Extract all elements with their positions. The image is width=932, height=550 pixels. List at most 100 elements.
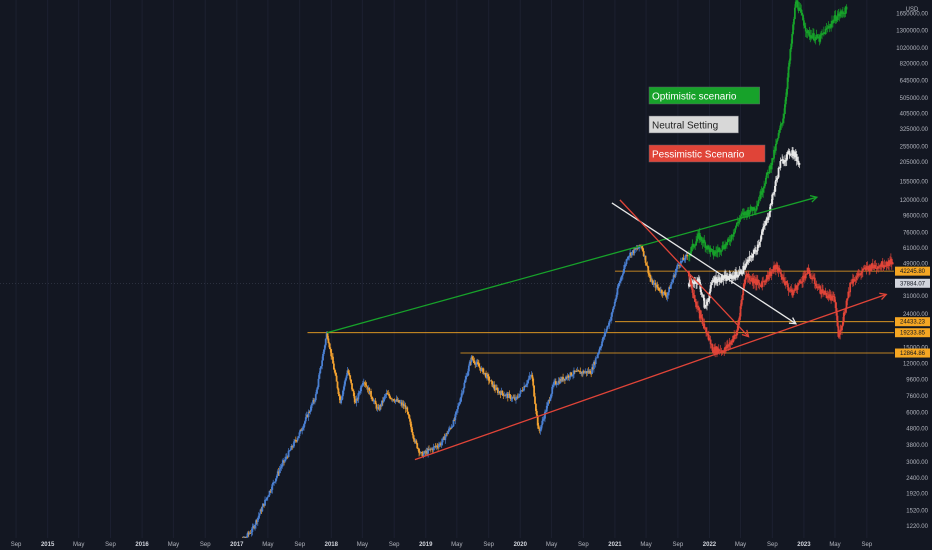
candle [736,325,739,331]
candle [771,270,774,272]
candle [715,251,717,253]
currency-label: USD [906,7,919,13]
candle [743,265,746,270]
candle [564,377,567,381]
candle [339,396,342,404]
candle [357,393,360,400]
candle [398,400,401,403]
candle [719,251,722,253]
candle [721,350,724,352]
candle [485,373,487,378]
candle [591,367,593,374]
candle [670,281,673,285]
candle [506,393,508,395]
red-downtrend-arrow-arrowhead [741,329,750,338]
candle [451,426,454,428]
candle [700,236,703,242]
candle [736,275,739,277]
candle [774,149,776,151]
candle [628,255,631,257]
candle [756,203,759,207]
candle [642,251,645,257]
candle [655,284,658,288]
candle [444,436,447,441]
candle [745,212,748,216]
candle [887,262,890,267]
candle [685,255,688,256]
candle [640,246,643,248]
candle [596,354,599,358]
candle [690,246,693,252]
candle [305,414,308,418]
legend-label: Optimistic scenario [652,92,737,103]
candle [723,248,726,250]
candle [830,296,833,300]
candle [730,235,733,241]
candle [276,471,279,476]
candle [372,400,375,402]
candle [725,347,727,349]
candle [781,277,784,280]
candle [832,296,835,297]
candle [366,386,369,390]
candle [616,287,619,295]
candle [790,43,793,50]
candle [615,294,618,299]
candle [515,396,518,398]
candle [697,278,700,280]
candle [829,26,832,28]
candle [469,361,472,363]
candle [866,266,869,268]
candle [284,456,287,460]
candle [652,283,655,285]
candle [476,362,478,364]
candle [812,277,814,279]
candle [745,274,747,280]
candle [863,267,866,269]
candle [765,275,768,282]
candle [712,279,715,282]
candle [822,293,825,295]
candle [244,537,247,539]
candle [719,281,722,283]
y-tick-label: 6000.00 [906,411,928,417]
candle [730,274,733,279]
candle [554,381,556,382]
candle [284,459,286,462]
candle [478,366,481,368]
candle [381,400,384,402]
candle [736,222,739,224]
x-axis[interactable]: Sep 2015 May Sep 2016 May Sep 2017 May Sep 2018 May… [0,538,932,550]
candle [466,375,468,377]
current-price-tag [895,278,930,288]
candle [716,278,719,283]
candle [328,343,331,348]
candle [731,340,734,343]
candle [364,383,367,386]
candle [567,375,570,378]
candle [700,292,703,295]
candle [323,349,325,355]
candle [768,271,771,277]
candle [454,414,457,421]
candle [751,277,754,281]
candle [426,450,429,454]
candle [331,356,333,358]
candle [739,270,742,272]
candle [245,537,247,538]
candle [824,290,827,293]
candle [539,429,542,432]
candle [864,267,867,271]
candle [534,396,536,404]
candle [755,279,758,285]
candle [798,280,801,284]
candle [555,384,558,386]
candle [746,273,749,278]
candle [265,499,267,501]
candle [526,380,529,384]
candle [416,443,419,449]
y-tick-label: 31000.00 [903,294,929,300]
candle [742,212,745,214]
candle [697,305,699,308]
